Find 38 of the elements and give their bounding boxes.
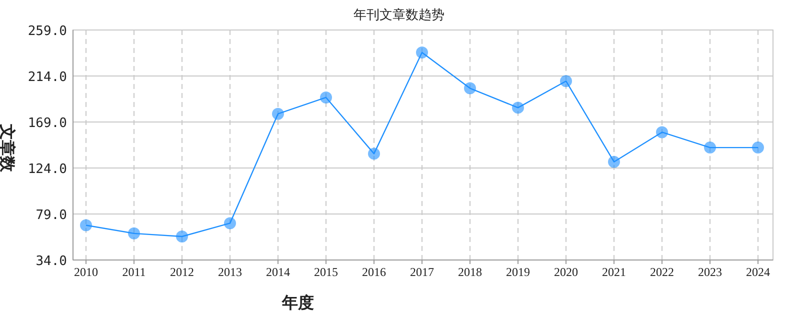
point <box>320 91 332 104</box>
chart-title: 年刊文章数趋势 <box>354 8 444 23</box>
point <box>128 227 140 240</box>
y-tick-label: 124.0 <box>28 162 67 177</box>
x-tick-label: 2016 <box>362 265 386 279</box>
point <box>608 156 620 168</box>
y-tick-label: 79.0 <box>36 208 67 223</box>
point <box>416 46 428 58</box>
point <box>656 126 668 138</box>
x-tick-label: 2021 <box>602 265 626 279</box>
x-tick-label: 2013 <box>218 265 242 279</box>
x-tick-label: 2024 <box>746 265 770 279</box>
point <box>512 102 524 114</box>
x-tick-label: 2023 <box>698 265 722 279</box>
x-axis-title: 年度 <box>281 293 314 312</box>
point <box>752 142 764 154</box>
x-tick-label: 2014 <box>266 265 290 279</box>
x-tick-label: 2012 <box>170 265 194 279</box>
y-tick-label: 34.0 <box>36 254 67 269</box>
y-tick-label: 169.0 <box>28 116 67 131</box>
y-tick-label: 259.0 <box>28 24 67 39</box>
x-tick-label: 2017 <box>410 265 434 279</box>
point <box>224 217 236 230</box>
x-tick-label: 2020 <box>554 265 578 279</box>
point <box>176 230 188 242</box>
x-tick-label: 2015 <box>314 265 338 279</box>
point <box>560 75 572 88</box>
point <box>704 142 716 154</box>
x-tick-label: 2019 <box>506 265 530 279</box>
point <box>272 108 284 120</box>
x-tick-label: 2011 <box>122 265 146 279</box>
point <box>464 82 476 94</box>
x-tick-label: 2022 <box>650 265 674 279</box>
point <box>80 219 92 232</box>
x-tick-label: 2018 <box>458 265 482 279</box>
point <box>368 148 380 160</box>
x-tick-label: 2010 <box>74 265 98 279</box>
y-tick-label: 214.0 <box>28 70 67 85</box>
